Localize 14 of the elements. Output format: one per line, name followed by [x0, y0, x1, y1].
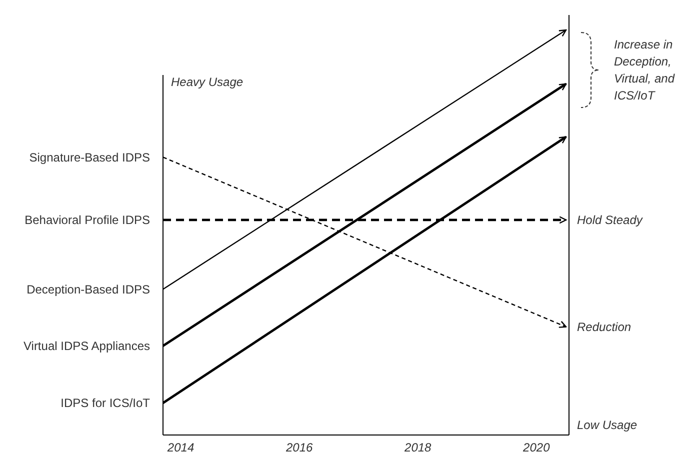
annotation: Hold Steady [577, 213, 644, 228]
series-label: IDPS for ICS/IoT [60, 396, 151, 410]
series-label: Deception-Based IDPS [26, 282, 150, 296]
x-tick-label: 2016 [284, 440, 313, 455]
text: Increase in Deception, Virtual, and ICS/IoT [614, 38, 675, 103]
series-label: Virtual IDPS Appliances [23, 339, 150, 354]
annotation: Heavy Usage [171, 75, 244, 90]
text: Low Usage [577, 418, 638, 432]
annotation: Reduction [577, 320, 632, 334]
x-tick-label: 2020 [522, 440, 550, 455]
series-label: Signature-Based IDPS [29, 150, 150, 164]
x-tick-label: 2014 [166, 440, 194, 455]
x-tick-label: 2018 [404, 440, 432, 455]
series-label: Behavioral Profile IDPS [24, 213, 150, 228]
